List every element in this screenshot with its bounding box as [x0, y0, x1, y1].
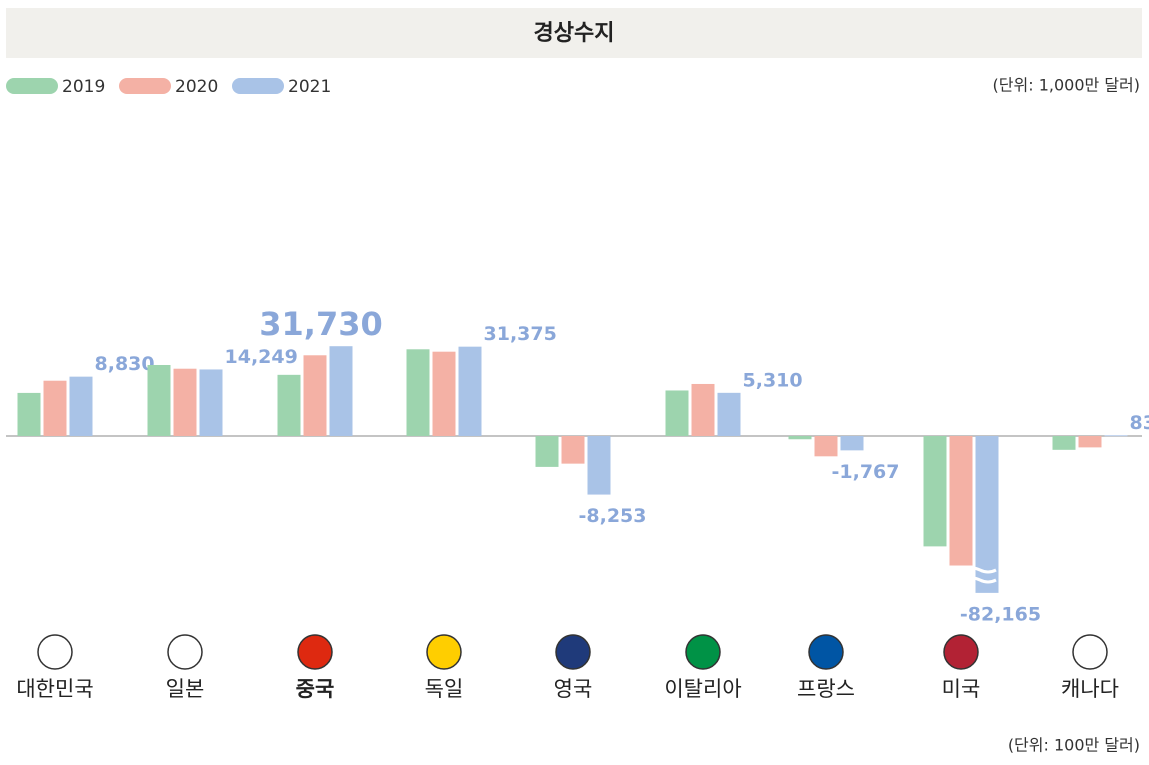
bar — [44, 381, 67, 436]
bar — [304, 355, 327, 436]
bar — [588, 436, 611, 495]
legend-label: 2020 — [175, 77, 218, 97]
bar — [70, 377, 93, 436]
legend-swatch — [232, 78, 284, 94]
bar — [718, 393, 741, 436]
flag — [686, 635, 720, 669]
bar — [407, 349, 430, 436]
bar — [200, 369, 223, 436]
bar — [278, 375, 301, 436]
flag — [38, 635, 72, 669]
value-label: -8,253 — [579, 505, 647, 527]
unit-label: (단위: 1,000만 달러) — [993, 76, 1140, 95]
legend-label: 2021 — [288, 77, 331, 97]
value-label: -82,165 — [960, 603, 1041, 625]
category-label: 독일 — [425, 677, 464, 701]
flag — [168, 635, 202, 669]
category-label: 영국 — [554, 677, 593, 701]
category-label: 미국 — [942, 677, 981, 701]
bar — [433, 352, 456, 436]
value-label: 31,375 — [484, 323, 557, 345]
bar — [815, 436, 838, 456]
bar — [924, 436, 947, 546]
flag — [427, 635, 461, 669]
value-label: -1,767 — [832, 461, 900, 483]
chart-title: 경상수지 — [534, 21, 615, 46]
flag — [556, 635, 590, 669]
bar — [536, 436, 559, 467]
category-label: 중국 — [296, 677, 335, 701]
category-label: 대한민국 — [16, 677, 93, 701]
bar — [148, 365, 171, 436]
value-label: 14,249 — [225, 346, 298, 368]
bar — [841, 436, 864, 450]
value-label: 5,310 — [743, 369, 803, 391]
legend-swatch — [119, 78, 171, 94]
bar — [692, 384, 715, 436]
bar — [174, 369, 197, 436]
value-label: 8,830 — [95, 353, 155, 375]
bar — [1053, 436, 1076, 450]
bar — [666, 390, 689, 436]
bar — [789, 436, 812, 439]
bar — [1079, 436, 1102, 447]
legend-label: 2019 — [62, 77, 105, 97]
category-label: 이탈리아 — [664, 677, 741, 701]
bar — [1105, 435, 1128, 436]
bar — [330, 346, 353, 436]
value-label: 31,730 — [259, 305, 382, 343]
bar — [18, 393, 41, 436]
category-label: 캐나다 — [1061, 677, 1119, 701]
value-label: 83 — [1130, 412, 1149, 434]
bar — [562, 436, 585, 464]
flag — [298, 635, 332, 669]
bar — [459, 347, 482, 436]
bar — [950, 436, 973, 566]
flag — [809, 635, 843, 669]
legend-swatch — [6, 78, 58, 94]
category-label: 프랑스 — [797, 677, 855, 701]
flag — [1073, 635, 1107, 669]
category-label: 일본 — [166, 677, 205, 701]
unit-label: (단위: 100만 달러) — [1008, 736, 1140, 755]
flag — [944, 635, 978, 669]
